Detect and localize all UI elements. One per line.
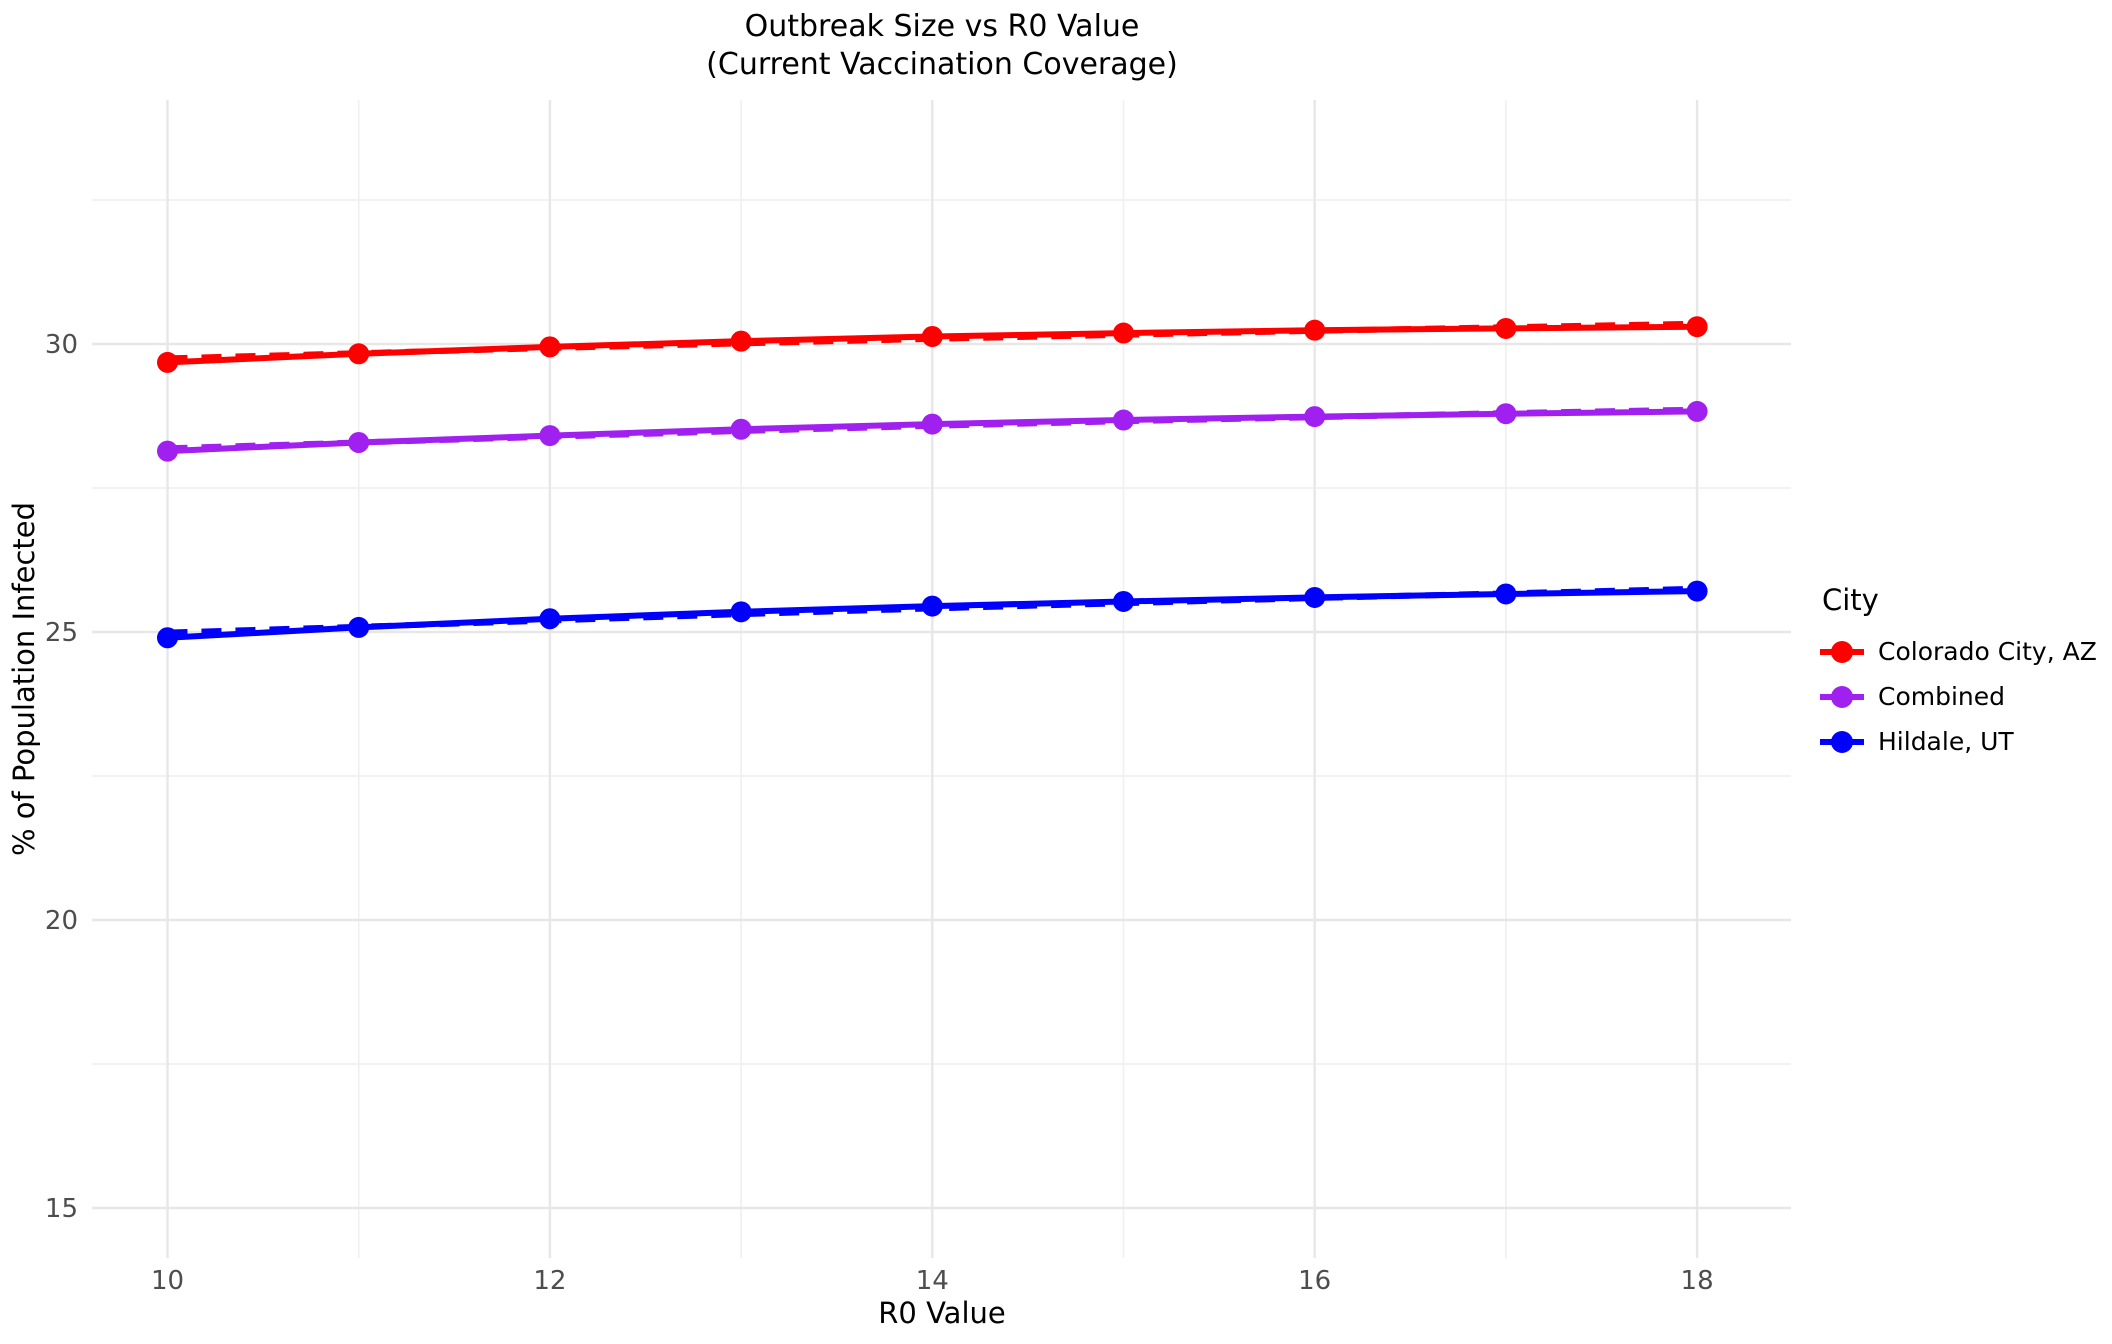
legend-item-combined: Combined — [1820, 674, 2097, 719]
data-point-Combined — [921, 413, 943, 435]
plot-title: Outbreak Size vs R0 Value (Current Vacci… — [92, 8, 1792, 84]
data-point-Combined — [1113, 409, 1134, 431]
data-point-Hildale, UT — [1686, 580, 1708, 602]
legend-title: City — [1822, 583, 1879, 617]
legend-key-line-dot-icon — [1820, 685, 1864, 708]
x-axis-title: R0 Value — [878, 1296, 1006, 1330]
data-point-Colorado City, AZ — [157, 351, 178, 373]
data-point-Combined — [539, 425, 561, 447]
data-point-Colorado City, AZ — [348, 343, 370, 365]
x-tick-label: 14 — [916, 1266, 949, 1296]
data-point-Combined — [1686, 400, 1708, 422]
data-point-Colorado City, AZ — [1304, 319, 1326, 341]
data-point-Combined — [1495, 403, 1517, 425]
legend-label: Colorado City, AZ — [1878, 637, 2097, 666]
x-tick-label: 10 — [151, 1266, 184, 1296]
data-point-Hildale, UT — [1495, 583, 1517, 605]
data-point-Colorado City, AZ — [1686, 316, 1708, 338]
legend: City Colorado City, AZ Combined Hildale,… — [1820, 583, 2097, 764]
plot-title-line1: Outbreak Size vs R0 Value — [744, 9, 1140, 44]
data-point-Combined — [1304, 406, 1326, 428]
data-point-Colorado City, AZ — [730, 330, 752, 352]
x-tick-label: 18 — [1681, 1266, 1714, 1296]
data-point-Hildale, UT — [921, 595, 943, 617]
data-point-Combined — [730, 418, 752, 440]
y-tick-label: 15 — [45, 1194, 78, 1224]
y-axis-title: % of Population Infected — [7, 501, 41, 857]
legend-key-line-dot-icon — [1820, 730, 1864, 753]
legend-item-colorado-city: Colorado City, AZ — [1820, 629, 2097, 674]
x-tick-label: 12 — [533, 1266, 566, 1296]
data-point-Combined — [348, 431, 370, 453]
y-tick-label: 20 — [45, 906, 78, 936]
y-tick-label: 30 — [45, 330, 78, 360]
data-point-Hildale, UT — [539, 608, 561, 630]
legend-label: Hildale, UT — [1878, 727, 2014, 756]
data-point-Hildale, UT — [1113, 590, 1134, 612]
legend-item-hildale: Hildale, UT — [1820, 719, 2097, 764]
y-tick-label: 25 — [45, 618, 78, 648]
x-tick-label: 16 — [1298, 1266, 1331, 1296]
data-point-Hildale, UT — [730, 601, 752, 623]
data-point-Hildale, UT — [348, 616, 370, 638]
data-point-Hildale, UT — [1304, 586, 1326, 608]
data-point-Hildale, UT — [157, 627, 178, 649]
data-point-Combined — [157, 440, 178, 462]
data-point-Colorado City, AZ — [539, 336, 561, 358]
data-point-Colorado City, AZ — [921, 326, 943, 348]
legend-key-line-dot-icon — [1820, 640, 1864, 663]
legend-label: Combined — [1878, 682, 2006, 711]
plot-title-line2: (Current Vaccination Coverage) — [706, 47, 1178, 82]
data-point-Colorado City, AZ — [1495, 317, 1517, 339]
data-point-Colorado City, AZ — [1113, 322, 1134, 344]
